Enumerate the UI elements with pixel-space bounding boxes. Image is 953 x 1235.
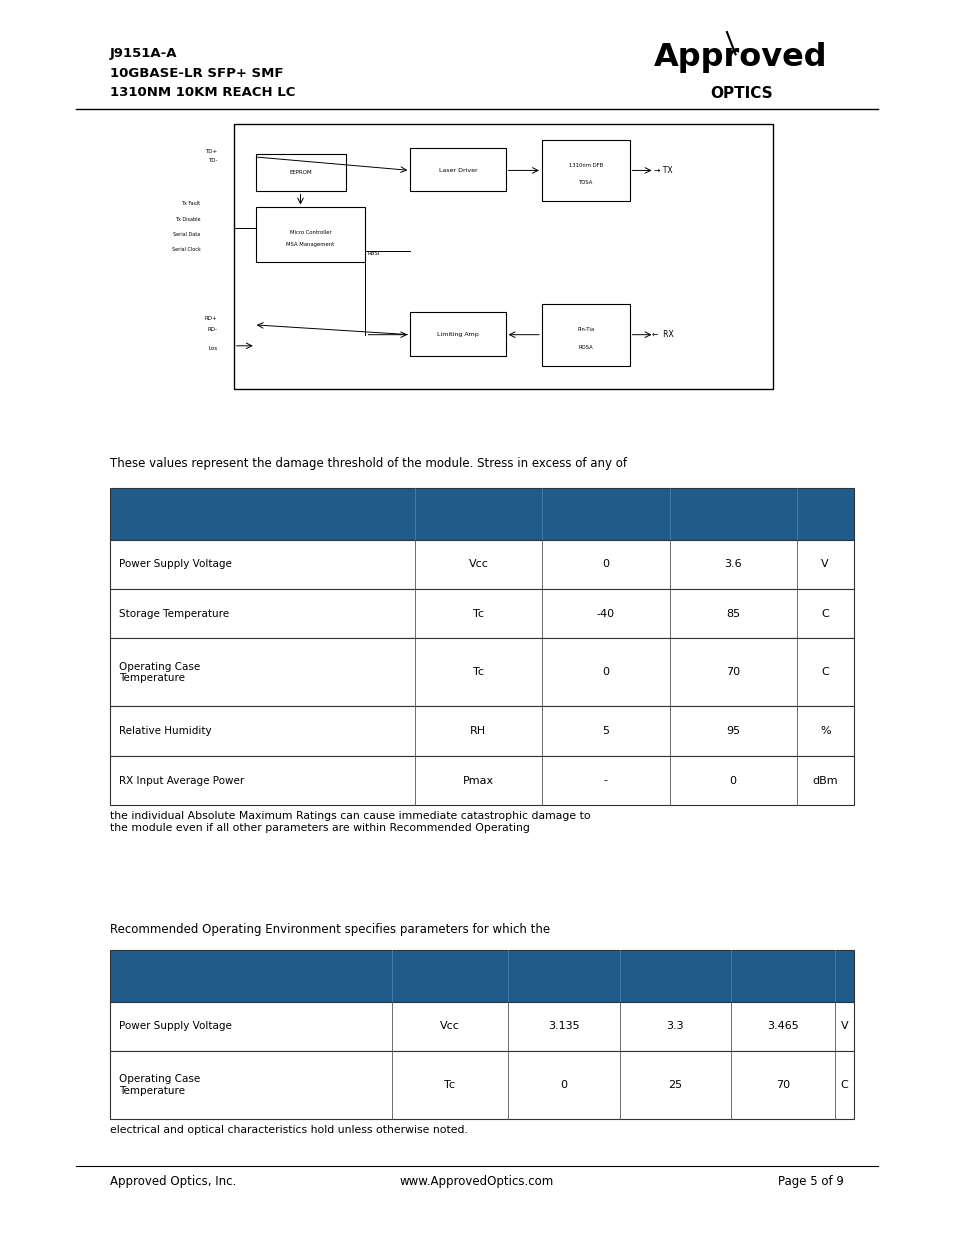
Text: 70: 70 (775, 1079, 789, 1091)
Text: V: V (821, 559, 828, 569)
Bar (110, 540, 853, 589)
Text: EEPROM: EEPROM (290, 170, 312, 175)
FancyBboxPatch shape (541, 140, 629, 201)
Text: Tx Fault: Tx Fault (181, 201, 200, 206)
Text: Approved: Approved (653, 42, 826, 73)
Text: RX Input Average Power: RX Input Average Power (119, 776, 244, 785)
Text: Tc: Tc (473, 667, 483, 678)
Text: C: C (840, 1079, 847, 1091)
FancyBboxPatch shape (233, 124, 772, 389)
FancyBboxPatch shape (255, 154, 346, 191)
Bar (110, 1002, 853, 1051)
FancyBboxPatch shape (255, 207, 365, 262)
Text: Tc: Tc (473, 609, 483, 619)
Text: Approved Optics, Inc.: Approved Optics, Inc. (110, 1174, 235, 1188)
Bar (110, 1051, 853, 1119)
Text: J9151A-A: J9151A-A (110, 47, 177, 61)
Text: dBm: dBm (812, 776, 837, 785)
Text: %: % (819, 726, 830, 736)
Text: 3.3: 3.3 (666, 1021, 683, 1031)
Text: www.ApprovedOptics.com: www.ApprovedOptics.com (399, 1174, 554, 1188)
Text: Serial Data: Serial Data (172, 232, 200, 237)
Text: TOSA: TOSA (578, 180, 593, 185)
Text: RBSI: RBSI (368, 251, 379, 256)
Text: Tx Disable: Tx Disable (174, 217, 200, 222)
Text: Vcc: Vcc (468, 559, 488, 569)
Text: 70: 70 (725, 667, 740, 678)
Text: Tc: Tc (444, 1079, 455, 1091)
Text: 0: 0 (729, 776, 736, 785)
Text: Vcc: Vcc (439, 1021, 459, 1031)
Text: ←  RX: ← RX (651, 330, 673, 340)
Text: 3.135: 3.135 (547, 1021, 579, 1031)
Text: 1310nm DFB: 1310nm DFB (568, 163, 602, 168)
Bar (110, 589, 853, 638)
Text: Operating Case
Temperature: Operating Case Temperature (119, 662, 200, 683)
Bar (110, 756, 853, 805)
Text: Pmax: Pmax (462, 776, 494, 785)
Text: Limiting Amp: Limiting Amp (436, 332, 478, 337)
Text: Laser Driver: Laser Driver (438, 168, 476, 173)
Text: TD-: TD- (208, 158, 217, 163)
Text: 25: 25 (668, 1079, 681, 1091)
Text: 0: 0 (601, 559, 609, 569)
Bar (110, 638, 853, 706)
Text: Power Supply Voltage: Power Supply Voltage (119, 1021, 232, 1031)
Text: OPTICS: OPTICS (710, 86, 773, 101)
Text: ROSA: ROSA (578, 345, 593, 350)
Text: Operating Case
Temperature: Operating Case Temperature (119, 1074, 200, 1095)
Text: 5: 5 (601, 726, 609, 736)
Text: Serial Clock: Serial Clock (172, 247, 200, 252)
Text: Micro Controller: Micro Controller (290, 230, 331, 235)
Text: -: - (603, 776, 607, 785)
Text: Recommended Operating Environment specifies parameters for which the: Recommended Operating Environment specif… (110, 923, 549, 936)
Text: RH: RH (470, 726, 486, 736)
Text: 0: 0 (559, 1079, 567, 1091)
Text: C: C (821, 609, 828, 619)
Text: 85: 85 (725, 609, 740, 619)
Text: Relative Humidity: Relative Humidity (119, 726, 212, 736)
FancyBboxPatch shape (410, 148, 505, 191)
FancyBboxPatch shape (410, 312, 505, 356)
Text: electrical and optical characteristics hold unless otherwise noted.: electrical and optical characteristics h… (110, 1125, 467, 1135)
Bar (110, 488, 853, 540)
Text: 3.465: 3.465 (766, 1021, 798, 1031)
Text: Pin-Tia: Pin-Tia (577, 327, 594, 332)
Text: the individual Absolute Maximum Ratings can cause immediate catastrophic damage : the individual Absolute Maximum Ratings … (110, 811, 590, 832)
Text: 95: 95 (725, 726, 740, 736)
Text: C: C (821, 667, 828, 678)
Text: 3.6: 3.6 (723, 559, 741, 569)
Text: Power Supply Voltage: Power Supply Voltage (119, 559, 232, 569)
Text: These values represent the damage threshold of the module. Stress in excess of a: These values represent the damage thresh… (110, 457, 626, 471)
Text: -40: -40 (597, 609, 614, 619)
Text: 1310NM 10KM REACH LC: 1310NM 10KM REACH LC (110, 86, 294, 100)
Text: 0: 0 (601, 667, 609, 678)
Text: → TX: → TX (654, 165, 673, 175)
Text: V: V (840, 1021, 847, 1031)
Bar (110, 706, 853, 756)
Text: Storage Temperature: Storage Temperature (119, 609, 229, 619)
Text: Page 5 of 9: Page 5 of 9 (778, 1174, 843, 1188)
Bar (110, 950, 853, 1002)
Text: TD+: TD+ (205, 149, 217, 154)
FancyBboxPatch shape (541, 304, 629, 366)
Text: Los: Los (208, 346, 217, 351)
Text: MSA Management: MSA Management (286, 242, 335, 247)
Text: 10GBASE-LR SFP+ SMF: 10GBASE-LR SFP+ SMF (110, 67, 283, 80)
Text: RD-: RD- (208, 327, 217, 332)
Text: RD+: RD+ (205, 316, 217, 321)
